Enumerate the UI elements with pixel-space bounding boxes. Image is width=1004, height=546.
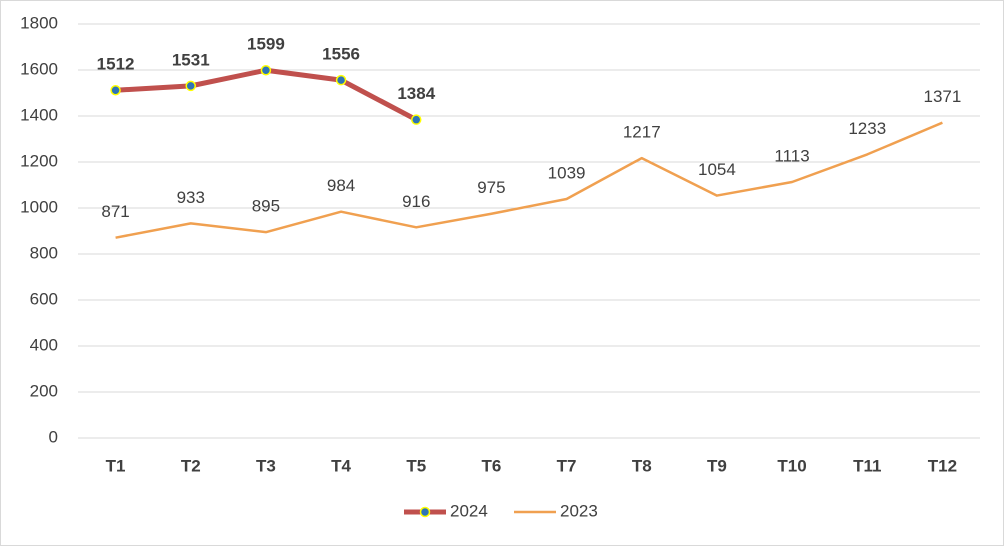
x-tick-label: T7 bbox=[557, 456, 577, 475]
x-tick-label: T8 bbox=[632, 456, 652, 475]
x-tick-label: T10 bbox=[777, 456, 806, 475]
y-tick-label: 400 bbox=[30, 335, 58, 354]
data-label: 1113 bbox=[774, 146, 809, 165]
data-label: 1384 bbox=[397, 84, 435, 103]
x-tick-label: T4 bbox=[331, 456, 351, 475]
data-label: 1556 bbox=[322, 45, 360, 64]
data-label: 1531 bbox=[172, 50, 210, 69]
data-label: 1054 bbox=[698, 160, 736, 179]
data-label: 1512 bbox=[97, 55, 135, 74]
data-label: 1371 bbox=[924, 87, 962, 106]
x-tick-label: T6 bbox=[481, 456, 501, 475]
y-tick-label: 1200 bbox=[20, 151, 58, 170]
point-marker bbox=[185, 80, 196, 92]
y-tick-label: 800 bbox=[30, 243, 58, 262]
data-label: 933 bbox=[177, 188, 205, 207]
data-label: 984 bbox=[327, 176, 355, 195]
data-label: 1039 bbox=[548, 164, 586, 183]
x-tick-label: T9 bbox=[707, 456, 727, 475]
y-tick-label: 200 bbox=[30, 381, 58, 400]
point-marker bbox=[110, 84, 121, 96]
data-label: 975 bbox=[477, 178, 505, 197]
data-label: 871 bbox=[101, 202, 129, 221]
x-tick-label: T5 bbox=[406, 456, 426, 475]
legend-label: 2024 bbox=[450, 501, 488, 520]
data-label: 916 bbox=[402, 192, 430, 211]
y-tick-label: 1600 bbox=[20, 59, 58, 78]
x-tick-label: T12 bbox=[928, 456, 957, 475]
y-tick-label: 1800 bbox=[20, 13, 58, 32]
data-label: 1233 bbox=[848, 119, 886, 138]
legend-label: 2023 bbox=[560, 501, 598, 520]
data-label: 1599 bbox=[247, 35, 285, 54]
point-marker bbox=[411, 114, 422, 125]
x-tick-label: T2 bbox=[181, 456, 201, 475]
x-tick-label: T11 bbox=[853, 456, 881, 475]
series-line bbox=[115, 121, 943, 239]
y-tick-label: 600 bbox=[30, 289, 58, 308]
y-tick-label: 0 bbox=[49, 427, 58, 446]
legend-marker bbox=[419, 506, 431, 518]
y-tick-label: 1400 bbox=[20, 105, 58, 124]
point-marker bbox=[335, 74, 347, 86]
x-tick-label: T1 bbox=[106, 456, 126, 475]
x-tick-label: T3 bbox=[256, 456, 276, 475]
point-marker bbox=[260, 64, 272, 76]
data-label: 1217 bbox=[623, 123, 661, 142]
data-label: 895 bbox=[252, 197, 280, 216]
y-tick-label: 1000 bbox=[20, 197, 58, 216]
